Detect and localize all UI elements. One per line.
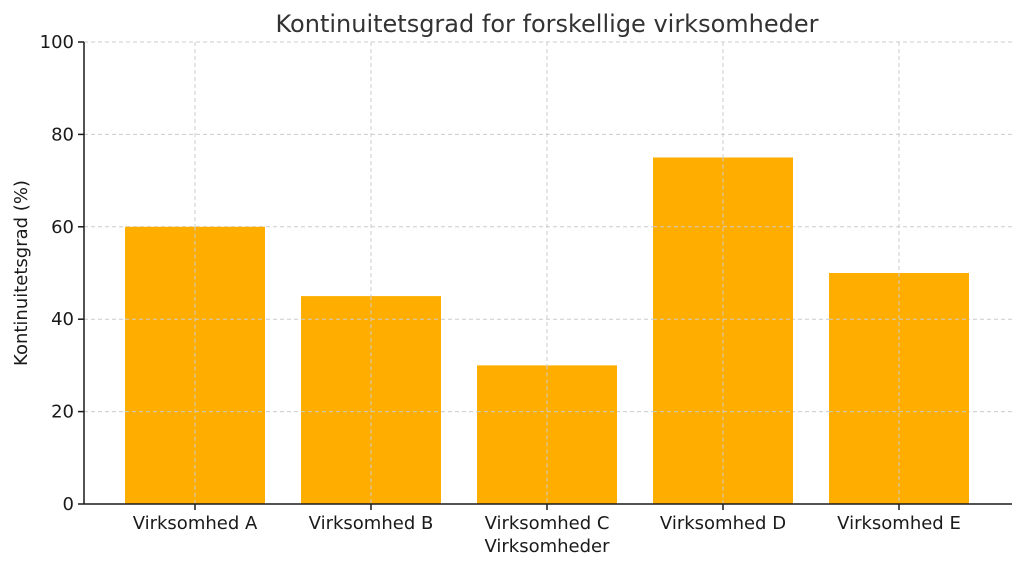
x-tick-label: Virksomhed B (309, 513, 434, 534)
axes (83, 42, 1012, 505)
y-tick-label: 100 (40, 32, 74, 53)
x-ticks: Virksomhed A Virksomhed B Virksomhed C Virk… (133, 504, 961, 534)
x-tick-label: Virksomhed C (485, 513, 610, 534)
y-tick-label: 80 (51, 124, 74, 145)
y-tick-label: 20 (51, 402, 74, 423)
bar (301, 296, 441, 504)
bars (125, 157, 969, 505)
x-tick-label: Virksomhed D (660, 513, 786, 534)
y-tick-label: 0 (63, 494, 74, 515)
chart-title: Kontinuitetsgrad for forskellige virksom… (276, 10, 819, 38)
bar (125, 226, 265, 505)
x-axis-label: Virksomheder (484, 536, 610, 557)
y-axis-label: Kontinuitetsgrad (%) (11, 180, 32, 366)
bar (477, 365, 617, 504)
y-tick-label: 60 (51, 217, 74, 238)
y-ticks: 0 20 40 60 80 100 (40, 32, 84, 515)
y-tick-label: 40 (51, 309, 74, 330)
x-tick-label: Virksomhed E (837, 513, 961, 534)
x-tick-label: Virksomhed A (133, 513, 258, 534)
